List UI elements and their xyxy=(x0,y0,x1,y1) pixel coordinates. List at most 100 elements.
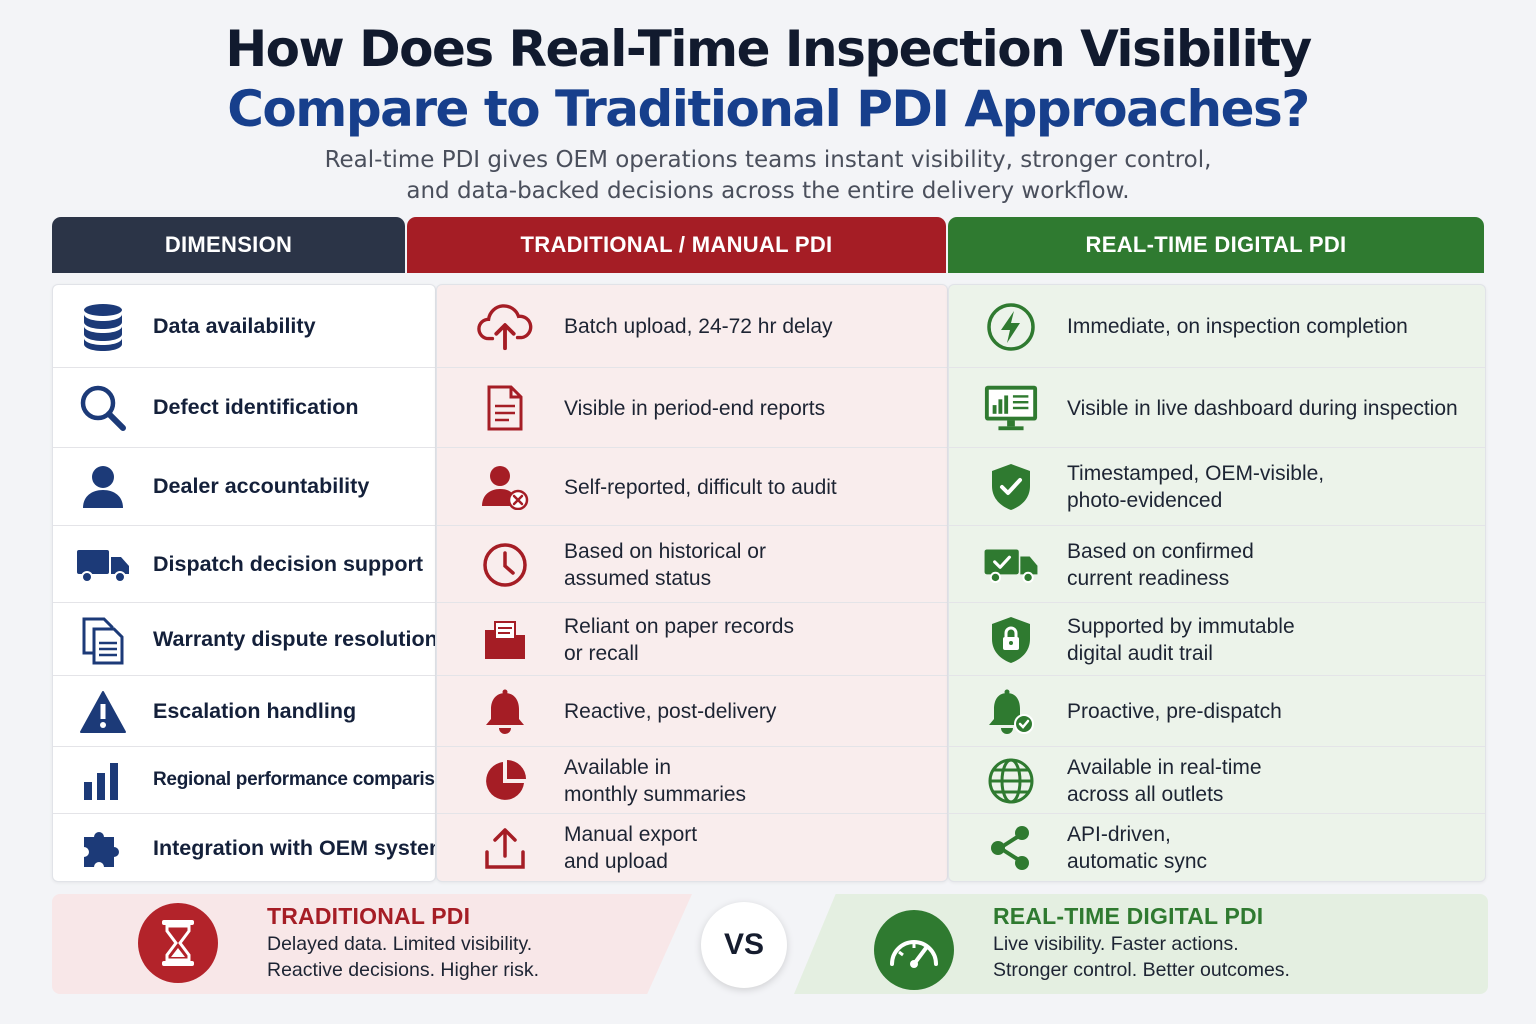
footer-realtime-line-1: Live visibility. Faster actions. xyxy=(993,933,1239,955)
subtitle-line-2: and data-backed decisions across the ent… xyxy=(406,178,1130,204)
header-realtime: REAL-TIME DIGITAL PDI xyxy=(948,217,1484,273)
documents-icon xyxy=(75,612,131,668)
lightning-icon xyxy=(983,299,1039,355)
upload-icon xyxy=(477,820,533,876)
traditional-cell-line: Available in xyxy=(564,755,672,779)
realtime-row-dispatch-decision-support: Based on confirmed current readiness xyxy=(949,526,1485,603)
header-traditional: TRADITIONAL / MANUAL PDI xyxy=(407,217,946,273)
page-title-line-1: How Does Real-Time Inspection Visibility xyxy=(225,20,1312,78)
share-icon xyxy=(983,820,1039,876)
traditional-cell-text: Batch upload, 24-72 hr delay xyxy=(564,313,934,340)
pie-chart-icon xyxy=(477,753,533,809)
realtime-row-integration-with-oem-systems: API-driven, automatic sync xyxy=(949,814,1485,881)
traditional-cell-text: Available in monthly summaries xyxy=(564,754,934,808)
traditional-cell-line: Visible in period-end reports xyxy=(564,396,826,420)
puzzle-icon xyxy=(75,820,131,876)
dimension-row-escalation-handling: Escalation handling xyxy=(53,676,435,747)
truck-check-icon xyxy=(983,537,1039,593)
realtime-cell-line: Available in real-time xyxy=(1067,755,1262,779)
traditional-row-regional-performance-comparison: Available in monthly summaries xyxy=(437,747,947,814)
globe-icon xyxy=(983,753,1039,809)
footer-realtime-title: REAL-TIME DIGITAL PDI xyxy=(993,903,1264,929)
traditional-column: Batch upload, 24-72 hr delay Visible in p… xyxy=(436,284,948,882)
realtime-cell-line: Immediate, on inspection completion xyxy=(1067,315,1408,338)
realtime-cell-line: API-driven, xyxy=(1067,823,1171,846)
cloud-upload-icon xyxy=(477,299,533,355)
traditional-cell-line: monthly summaries xyxy=(564,782,747,806)
traditional-cell-line: Based on historical or xyxy=(564,539,766,563)
realtime-cell-line: automatic sync xyxy=(1067,850,1208,873)
header-dimension: DIMENSION xyxy=(52,217,405,273)
footer-traditional-line-1: Delayed data. Limited visibility. xyxy=(267,933,533,955)
shield-lock-icon xyxy=(983,612,1039,668)
realtime-cell-text: Available in real-time across all outlets xyxy=(1067,754,1482,808)
user-x-icon xyxy=(477,459,533,515)
traditional-cell-line: assumed status xyxy=(564,566,712,590)
traditional-cell-text: Based on historical or assumed status xyxy=(564,538,934,592)
bar-chart-icon xyxy=(75,753,131,809)
vs-badge: VS xyxy=(701,902,787,988)
traditional-cell-text: Reliant on paper records or recall xyxy=(564,613,934,667)
realtime-cell-line: Visible in live dashboard during inspect… xyxy=(1067,396,1458,420)
dimension-label: Warranty dispute resolution xyxy=(153,626,436,651)
dimension-label: Data availability xyxy=(153,313,316,338)
realtime-cell-text: Based on confirmed current readiness xyxy=(1067,538,1482,592)
clock-icon xyxy=(477,537,533,593)
dimension-row-dispatch-decision-support: Dispatch decision support xyxy=(53,526,435,603)
realtime-row-dealer-accountability: Timestamped, OEM-visible, photo-evidenced xyxy=(949,448,1485,526)
traditional-cell-text: Reactive, post-delivery xyxy=(564,698,934,725)
traditional-row-data-availability: Batch upload, 24-72 hr delay xyxy=(437,285,947,368)
realtime-cell-text: API-driven, automatic sync xyxy=(1067,821,1482,875)
bell-check-icon xyxy=(983,684,1039,740)
realtime-row-defect-identification: Visible in live dashboard during inspect… xyxy=(949,368,1485,448)
traditional-row-escalation-handling: Reactive, post-delivery xyxy=(437,676,947,747)
realtime-cell-line: current readiness xyxy=(1067,566,1230,590)
traditional-cell-line: Reliant on paper records xyxy=(564,614,794,638)
dimension-column: Data availability Defect identification De… xyxy=(52,284,436,882)
dimension-row-integration-with-oem-systems: Integration with OEM systems xyxy=(53,814,436,881)
dimension-label: Integration with OEM systems xyxy=(153,835,436,860)
dimension-label: Regional performance comparison xyxy=(153,769,436,790)
realtime-cell-line: digital audit trail xyxy=(1067,641,1213,665)
footer-traditional-line-2: Reactive decisions. Higher risk. xyxy=(267,959,540,981)
dimension-row-dealer-accountability: Dealer accountability xyxy=(53,448,435,526)
realtime-row-data-availability: Immediate, on inspection completion xyxy=(949,285,1485,368)
traditional-row-integration-with-oem-systems: Manual export and upload xyxy=(437,814,947,881)
user-icon xyxy=(75,459,131,515)
traditional-cell-line: Batch upload, 24-72 hr delay xyxy=(564,315,833,338)
traditional-cell-line: Manual export xyxy=(564,823,698,846)
traditional-cell-text: Visible in period-end reports xyxy=(564,395,934,422)
realtime-cell-line: across all outlets xyxy=(1067,782,1224,806)
traditional-cell-line: Self-reported, difficult to audit xyxy=(564,475,837,499)
realtime-cell-line: photo-evidenced xyxy=(1067,489,1223,512)
traditional-cell-text: Self-reported, difficult to audit xyxy=(564,474,934,501)
realtime-row-warranty-dispute-resolution: Supported by immutable digital audit trai… xyxy=(949,603,1485,676)
dimension-row-regional-performance-comparison: Regional performance comparison xyxy=(53,747,435,814)
traditional-row-defect-identification: Visible in period-end reports xyxy=(437,368,947,448)
page-title-line-2: Compare to Traditional PDI Approaches? xyxy=(227,80,1310,138)
realtime-cell-text: Supported by immutable digital audit trai… xyxy=(1067,613,1482,667)
traditional-cell-text: Manual export and upload xyxy=(564,821,934,875)
dimension-row-data-availability: Data availability xyxy=(53,285,435,368)
dimension-label: Escalation handling xyxy=(153,698,357,723)
realtime-cell-line: Supported by immutable xyxy=(1067,614,1295,638)
dimension-label: Dealer accountability xyxy=(153,474,370,498)
traditional-cell-line: or recall xyxy=(564,641,639,665)
realtime-row-regional-performance-comparison: Available in real-time across all outlets xyxy=(949,747,1485,814)
footer-realtime-line-2: Stronger control. Better outcomes. xyxy=(993,959,1290,981)
database-icon xyxy=(75,299,131,355)
realtime-column: Immediate, on inspection completion Visib… xyxy=(948,284,1486,882)
folder-icon xyxy=(477,612,533,668)
footer-traditional-title: TRADITIONAL PDI xyxy=(267,903,471,929)
truck-icon xyxy=(75,537,131,593)
traditional-row-dealer-accountability: Self-reported, difficult to audit xyxy=(437,448,947,526)
dimension-row-warranty-dispute-resolution: Warranty dispute resolution xyxy=(53,603,435,676)
realtime-cell-line: Proactive, pre-dispatch xyxy=(1067,700,1282,723)
warning-icon xyxy=(75,684,131,740)
realtime-cell-line: Timestamped, OEM-visible, xyxy=(1067,462,1325,485)
shield-check-icon xyxy=(983,459,1039,515)
realtime-row-escalation-handling: Proactive, pre-dispatch xyxy=(949,676,1485,747)
bell-icon xyxy=(477,684,533,740)
dimension-row-defect-identification: Defect identification xyxy=(53,368,435,448)
subtitle-line-1: Real-time PDI gives OEM operations teams… xyxy=(324,147,1212,173)
